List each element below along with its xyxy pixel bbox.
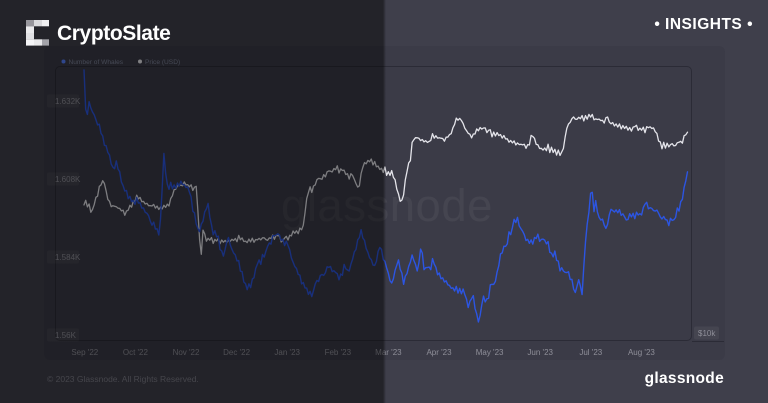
svg-text:1.56K: 1.56K	[55, 331, 77, 340]
svg-text:1.632K: 1.632K	[55, 97, 81, 106]
svg-text:Apr '23: Apr '23	[426, 348, 452, 357]
svg-text:Mar '23: Mar '23	[375, 348, 402, 357]
svg-text:Price (USD): Price (USD)	[145, 59, 180, 66]
svg-text:Nov '22: Nov '22	[173, 348, 200, 357]
svg-text:Dec '22: Dec '22	[223, 348, 250, 357]
svg-text:Jan '23: Jan '23	[274, 348, 300, 357]
svg-text:Aug '23: Aug '23	[628, 348, 655, 357]
svg-text:Jun '23: Jun '23	[527, 348, 553, 357]
svg-text:$10k: $10k	[698, 329, 716, 338]
svg-text:Sep '22: Sep '22	[71, 348, 98, 357]
svg-text:Number of Whales: Number of Whales	[69, 59, 124, 66]
svg-text:Jul '23: Jul '23	[579, 348, 602, 357]
svg-text:Oct '22: Oct '22	[123, 348, 149, 357]
svg-text:Feb '23: Feb '23	[325, 348, 352, 357]
svg-text:May '23: May '23	[476, 348, 504, 357]
svg-text:1.584K: 1.584K	[55, 253, 81, 262]
svg-text:1.608K: 1.608K	[55, 175, 81, 184]
svg-text:glassnode: glassnode	[281, 180, 493, 231]
